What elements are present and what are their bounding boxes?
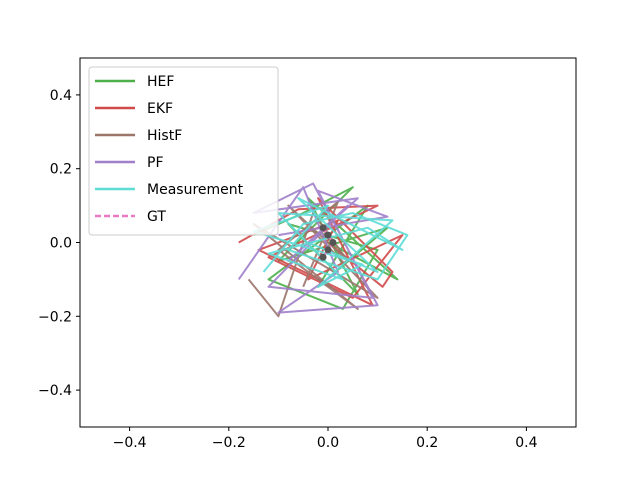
x-tick-label: 0.0 — [317, 435, 339, 451]
gt-point — [319, 253, 327, 261]
gt-point — [329, 239, 337, 246]
y-tick-label: 0.0 — [50, 236, 72, 252]
gt-point — [319, 224, 327, 232]
axis-ticks: −0.4 −0.2 0.0 0.2 0.4 0.4 0.2 0.0 −0.2 −0.4 — [38, 88, 538, 451]
legend-box — [88, 66, 279, 236]
legend: HEF EKF HistF PF Measurement GT — [88, 66, 279, 236]
y-tick-label: −0.2 — [38, 309, 72, 325]
legend-label-hef: HEF — [147, 74, 174, 90]
series-layer — [237, 182, 409, 318]
x-tick-label: −0.2 — [212, 435, 246, 451]
x-tick-label: 0.2 — [416, 435, 438, 451]
series-line-measurement — [252, 197, 409, 288]
x-tick-label: 0.4 — [515, 435, 537, 451]
legend-label-ekf: EKF — [147, 101, 173, 117]
legend-label-pf: PF — [147, 155, 164, 171]
gt-point — [324, 246, 332, 254]
gt-point — [324, 231, 332, 239]
y-tick-label: −0.4 — [38, 383, 72, 399]
legend-label-gt: GT — [147, 209, 166, 225]
x-tick-label: −0.4 — [113, 435, 147, 451]
legend-label-histf: HistF — [147, 128, 182, 144]
series-line-ekf — [238, 197, 404, 307]
y-tick-label: 0.4 — [50, 88, 72, 104]
legend-label-measurement: Measurement — [147, 182, 244, 198]
y-tick-label: 0.2 — [50, 162, 72, 178]
